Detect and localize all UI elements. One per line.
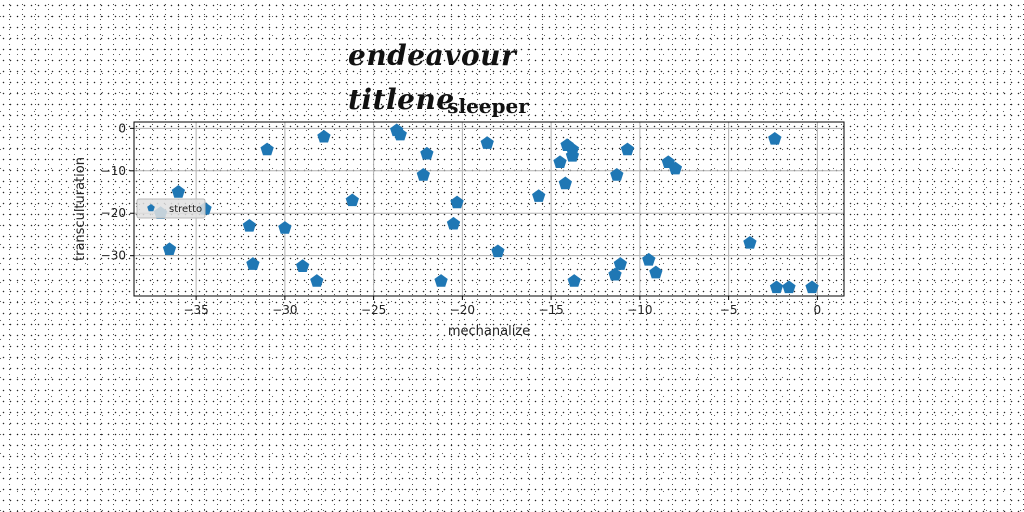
x-tick-label: −15	[538, 303, 563, 317]
y-tick-label: 0	[118, 121, 126, 135]
data-point	[345, 193, 359, 207]
data-point	[246, 257, 260, 270]
legend: stretto	[136, 198, 206, 219]
data-point	[278, 221, 292, 234]
data-point	[768, 131, 782, 145]
legend-marker	[147, 204, 155, 212]
data-point	[491, 244, 505, 258]
page-title: endeavour titlene	[348, 39, 517, 116]
legend-box	[136, 198, 206, 219]
data-point	[162, 242, 177, 255]
chart-title: sleeper	[447, 94, 529, 118]
data-point	[295, 259, 310, 272]
x-tick-label: −5	[720, 303, 738, 317]
x-axis-label: mechanalize	[448, 324, 530, 339]
data-point	[480, 136, 494, 149]
y-tick-label: −30	[101, 249, 126, 263]
y-axis-label: transculturation	[73, 157, 88, 261]
data-point	[743, 235, 757, 249]
data-point	[558, 176, 572, 190]
legend-label: stretto	[169, 204, 202, 215]
data-point	[620, 142, 635, 156]
data-point	[446, 216, 461, 230]
x-tick-label: −10	[627, 303, 652, 317]
data-point	[769, 280, 784, 294]
x-tick-label: −20	[450, 303, 475, 317]
data-point	[608, 267, 622, 281]
y-tick-label: −10	[101, 164, 126, 178]
data-point	[171, 185, 186, 198]
data-point	[668, 161, 683, 175]
data-point	[567, 274, 581, 287]
x-tick-label: 0	[814, 303, 822, 317]
x-tick-label: −35	[183, 303, 208, 317]
data-point	[649, 265, 663, 279]
data-point	[450, 195, 464, 209]
x-tick-label: −25	[361, 303, 386, 317]
data-point	[242, 218, 257, 232]
data-point	[642, 252, 656, 266]
data-point	[553, 155, 567, 168]
data-point	[565, 148, 580, 162]
data-point	[310, 274, 324, 287]
data-points	[153, 123, 819, 294]
data-point	[260, 142, 274, 156]
data-point	[393, 127, 407, 141]
data-point	[610, 168, 624, 181]
data-point	[805, 280, 819, 294]
data-point	[532, 189, 546, 202]
x-tick-label: −30	[272, 303, 297, 317]
y-tick-label: −20	[101, 206, 126, 220]
data-point	[434, 274, 448, 287]
axis-ticks: −35 −30 −25 −20 −15 −10 −5 0 0 −10 −20 −30	[101, 121, 822, 317]
data-point	[317, 129, 331, 143]
grid	[134, 122, 844, 296]
data-point	[420, 146, 434, 160]
data-point	[416, 168, 430, 181]
data-point	[613, 257, 628, 270]
data-point	[782, 280, 796, 294]
plot-area-frame	[133, 121, 845, 297]
